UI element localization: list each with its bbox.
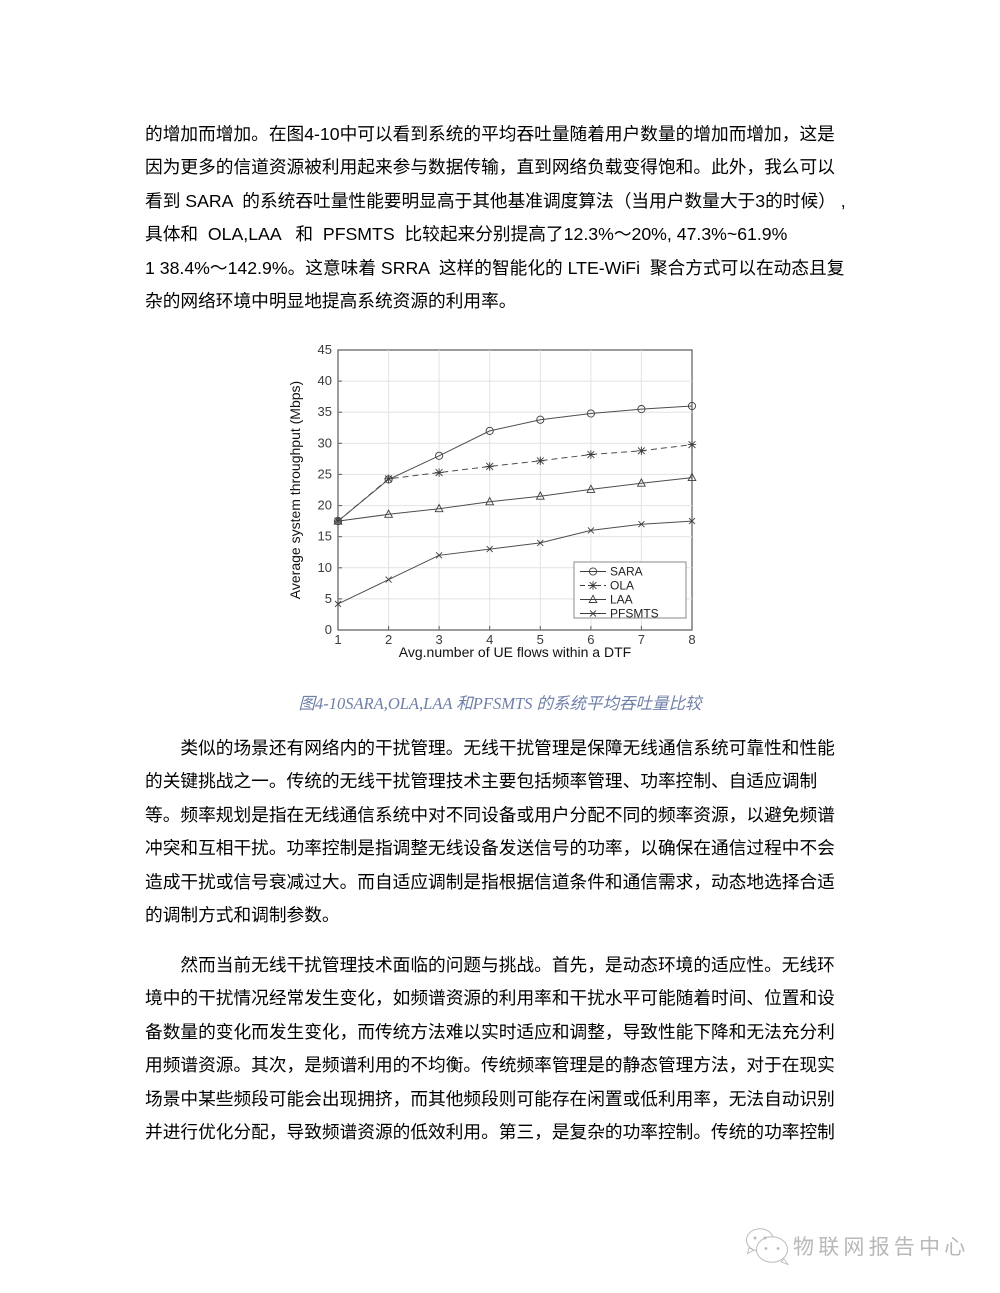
svg-text:7: 7 xyxy=(638,632,645,647)
svg-text:15: 15 xyxy=(318,529,332,544)
svg-text:PFSMTS: PFSMTS xyxy=(610,607,659,621)
svg-text:20: 20 xyxy=(318,498,332,513)
svg-text:Average system throughput (: Average system throughput (Mbps) xyxy=(287,381,303,599)
svg-text:Avg.number of UE flows within: Avg.number of UE flows within a DTF xyxy=(399,644,631,660)
svg-text:OLA: OLA xyxy=(610,579,634,593)
svg-text:35: 35 xyxy=(318,404,332,419)
svg-text:LAA: LAA xyxy=(610,593,633,607)
svg-text:10: 10 xyxy=(318,560,332,575)
svg-text:物联网报告中心: 物联网报告中心 xyxy=(793,1236,969,1259)
svg-text:40: 40 xyxy=(318,373,332,388)
svg-text:30: 30 xyxy=(318,435,332,450)
svg-text:8: 8 xyxy=(688,632,695,647)
svg-text:1: 1 xyxy=(334,632,341,647)
svg-text:45: 45 xyxy=(318,342,332,357)
svg-text:5: 5 xyxy=(325,591,332,606)
svg-text:25: 25 xyxy=(318,466,332,481)
svg-text:0: 0 xyxy=(325,622,332,637)
svg-text:SARA: SARA xyxy=(610,565,643,579)
svg-text:2: 2 xyxy=(385,632,392,647)
